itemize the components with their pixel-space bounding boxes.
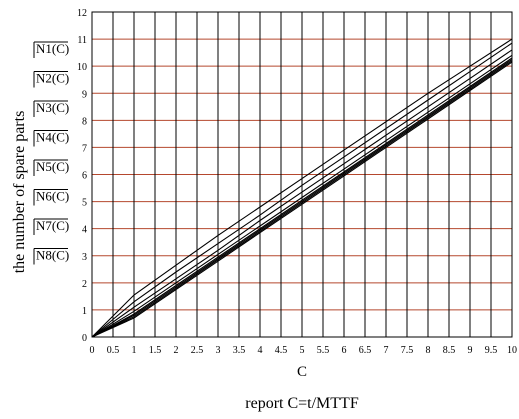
x-tick-label: 9.5 — [485, 345, 498, 356]
legend-label-n6c: N6(C) — [36, 189, 69, 204]
y-tick-label: 3 — [82, 252, 87, 263]
x-tick-label: 2.5 — [191, 345, 204, 356]
x-tick-label: 0.5 — [107, 345, 120, 356]
x-tick-label: 7.5 — [401, 345, 414, 356]
y-tick-label: 4 — [82, 225, 87, 236]
y-tick-label: 6 — [82, 171, 87, 182]
series-line-n8c — [91, 61, 513, 338]
legend-label-n3c: N3(C) — [36, 100, 69, 115]
x-tick-label: 4.5 — [275, 345, 288, 356]
x-tick-labels: 0 0.5 1 1.5 2 2.5 3 3.5 4 4.5 5 5.5 6 6.5 7 7.5 8 8.5 9 9.5… — [90, 345, 518, 356]
x-tick-label: 3 — [216, 345, 221, 356]
y-axis-label: the number of spare parts — [11, 111, 28, 274]
y-tick-label: 12 — [77, 8, 87, 19]
legend-label-n1c: N1(C) — [36, 41, 69, 56]
plot-frame — [91, 11, 513, 338]
y-tick-label: 11 — [77, 35, 87, 46]
y-tick-label: 5 — [82, 198, 87, 209]
legend-label-n8c: N8(C) — [36, 248, 69, 263]
x-tick-label: 10 — [507, 345, 517, 356]
x-tick-label: 1 — [132, 345, 137, 356]
series-line-n1c — [91, 38, 513, 338]
y-tick-label: 10 — [77, 62, 87, 73]
legend: N1(C) N2(C) N3(C) N4(C) N5(C) N6(C) N7(C) N8(C) — [33, 41, 69, 265]
legend-label-n4c: N4(C) — [36, 130, 69, 145]
legend-label-n7c: N7(C) — [36, 218, 69, 233]
x-tick-label: 7 — [384, 345, 389, 356]
legend-label-n2c: N2(C) — [36, 71, 69, 86]
x-tick-label: 5.5 — [317, 345, 330, 356]
x-tick-label: 2 — [174, 345, 179, 356]
series-lines — [91, 38, 513, 338]
series-line-n6c — [91, 58, 513, 338]
y-tick-label: 9 — [82, 89, 87, 100]
x-tick-label: 6 — [342, 345, 347, 356]
x-axis-symbol: C — [297, 364, 307, 380]
legend-label-n5c: N5(C) — [36, 159, 69, 174]
x-tick-label: 3.5 — [233, 345, 246, 356]
series-line-n5c — [91, 57, 513, 338]
series-line-n4c — [91, 54, 513, 338]
series-line-n2c — [91, 42, 513, 338]
x-axis-label: report C=t/MTTF — [245, 395, 359, 412]
x-tick-label: 8.5 — [443, 345, 456, 356]
y-tick-label: 7 — [82, 143, 87, 154]
series-line-n7c — [91, 60, 513, 338]
y-tick-label: 1 — [82, 306, 87, 317]
vertical-gridlines — [91, 12, 513, 337]
x-tick-label: 5 — [300, 345, 305, 356]
y-tick-label: 2 — [82, 279, 87, 290]
x-tick-label: 8 — [426, 345, 431, 356]
x-tick-label: 4 — [258, 345, 263, 356]
x-tick-label: 1.5 — [149, 345, 162, 356]
x-tick-label: 0 — [90, 345, 95, 356]
y-tick-label: 0 — [82, 333, 87, 344]
series-line-n3c — [91, 49, 513, 338]
x-tick-label: 9 — [468, 345, 473, 356]
y-tick-label: 8 — [82, 116, 87, 127]
x-tick-label: 6.5 — [359, 345, 372, 356]
